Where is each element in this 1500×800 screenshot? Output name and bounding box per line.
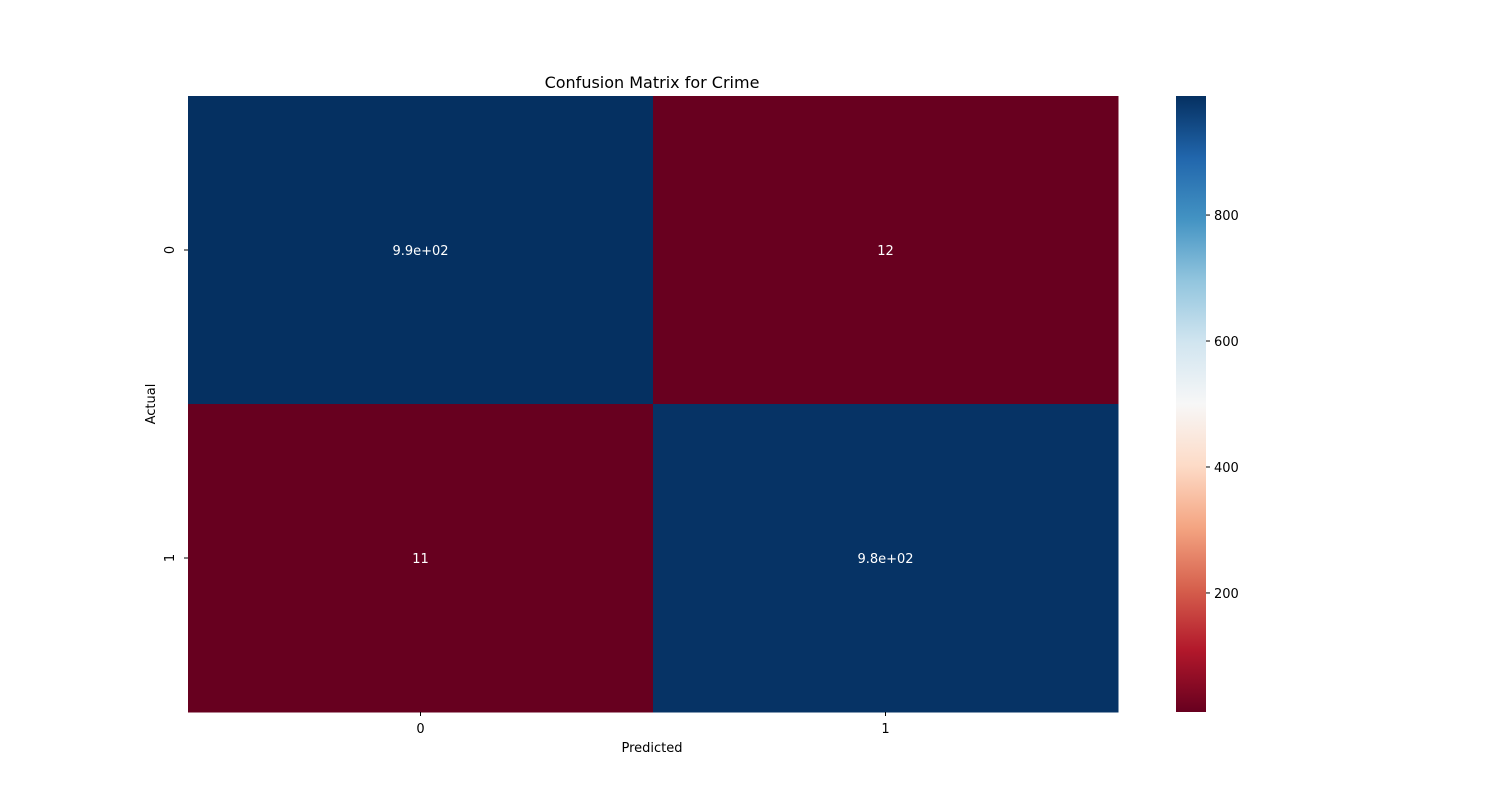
colorbar: 200 400 600 800 <box>1176 96 1239 712</box>
chart-title: Confusion Matrix for Crime <box>545 73 760 92</box>
colorbar-tick-label: 600 <box>1214 335 1239 350</box>
heatmap-cells <box>188 96 1119 713</box>
cell-annotation-1-1: 9.8e+02 <box>857 552 913 567</box>
colorbar-gradient <box>1176 96 1206 712</box>
heatmap-cell-1-0 <box>188 404 654 713</box>
heatmap-annotations: 9.9e+02 12 11 9.8e+02 <box>392 244 913 567</box>
colorbar-tick-label: 800 <box>1214 209 1239 224</box>
heatmap-cell-1-1 <box>653 404 1119 713</box>
cell-annotation-0-1: 12 <box>877 244 894 259</box>
y-tick-label: 1 <box>163 554 178 562</box>
x-tick-label: 1 <box>881 722 889 737</box>
heatmap-cell-0-1 <box>653 96 1119 405</box>
colorbar-tick-label: 200 <box>1214 587 1239 602</box>
cell-annotation-0-0: 9.9e+02 <box>392 244 448 259</box>
y-axis: 01 <box>163 246 188 562</box>
cell-annotation-1-0: 11 <box>412 552 429 567</box>
x-axis-label: Predicted <box>621 741 682 756</box>
y-axis-label: Actual <box>144 384 159 425</box>
x-tick-label: 0 <box>416 722 424 737</box>
y-tick-label: 0 <box>163 246 178 254</box>
heatmap-cell-0-0 <box>188 96 654 405</box>
colorbar-tick-label: 400 <box>1214 461 1239 476</box>
